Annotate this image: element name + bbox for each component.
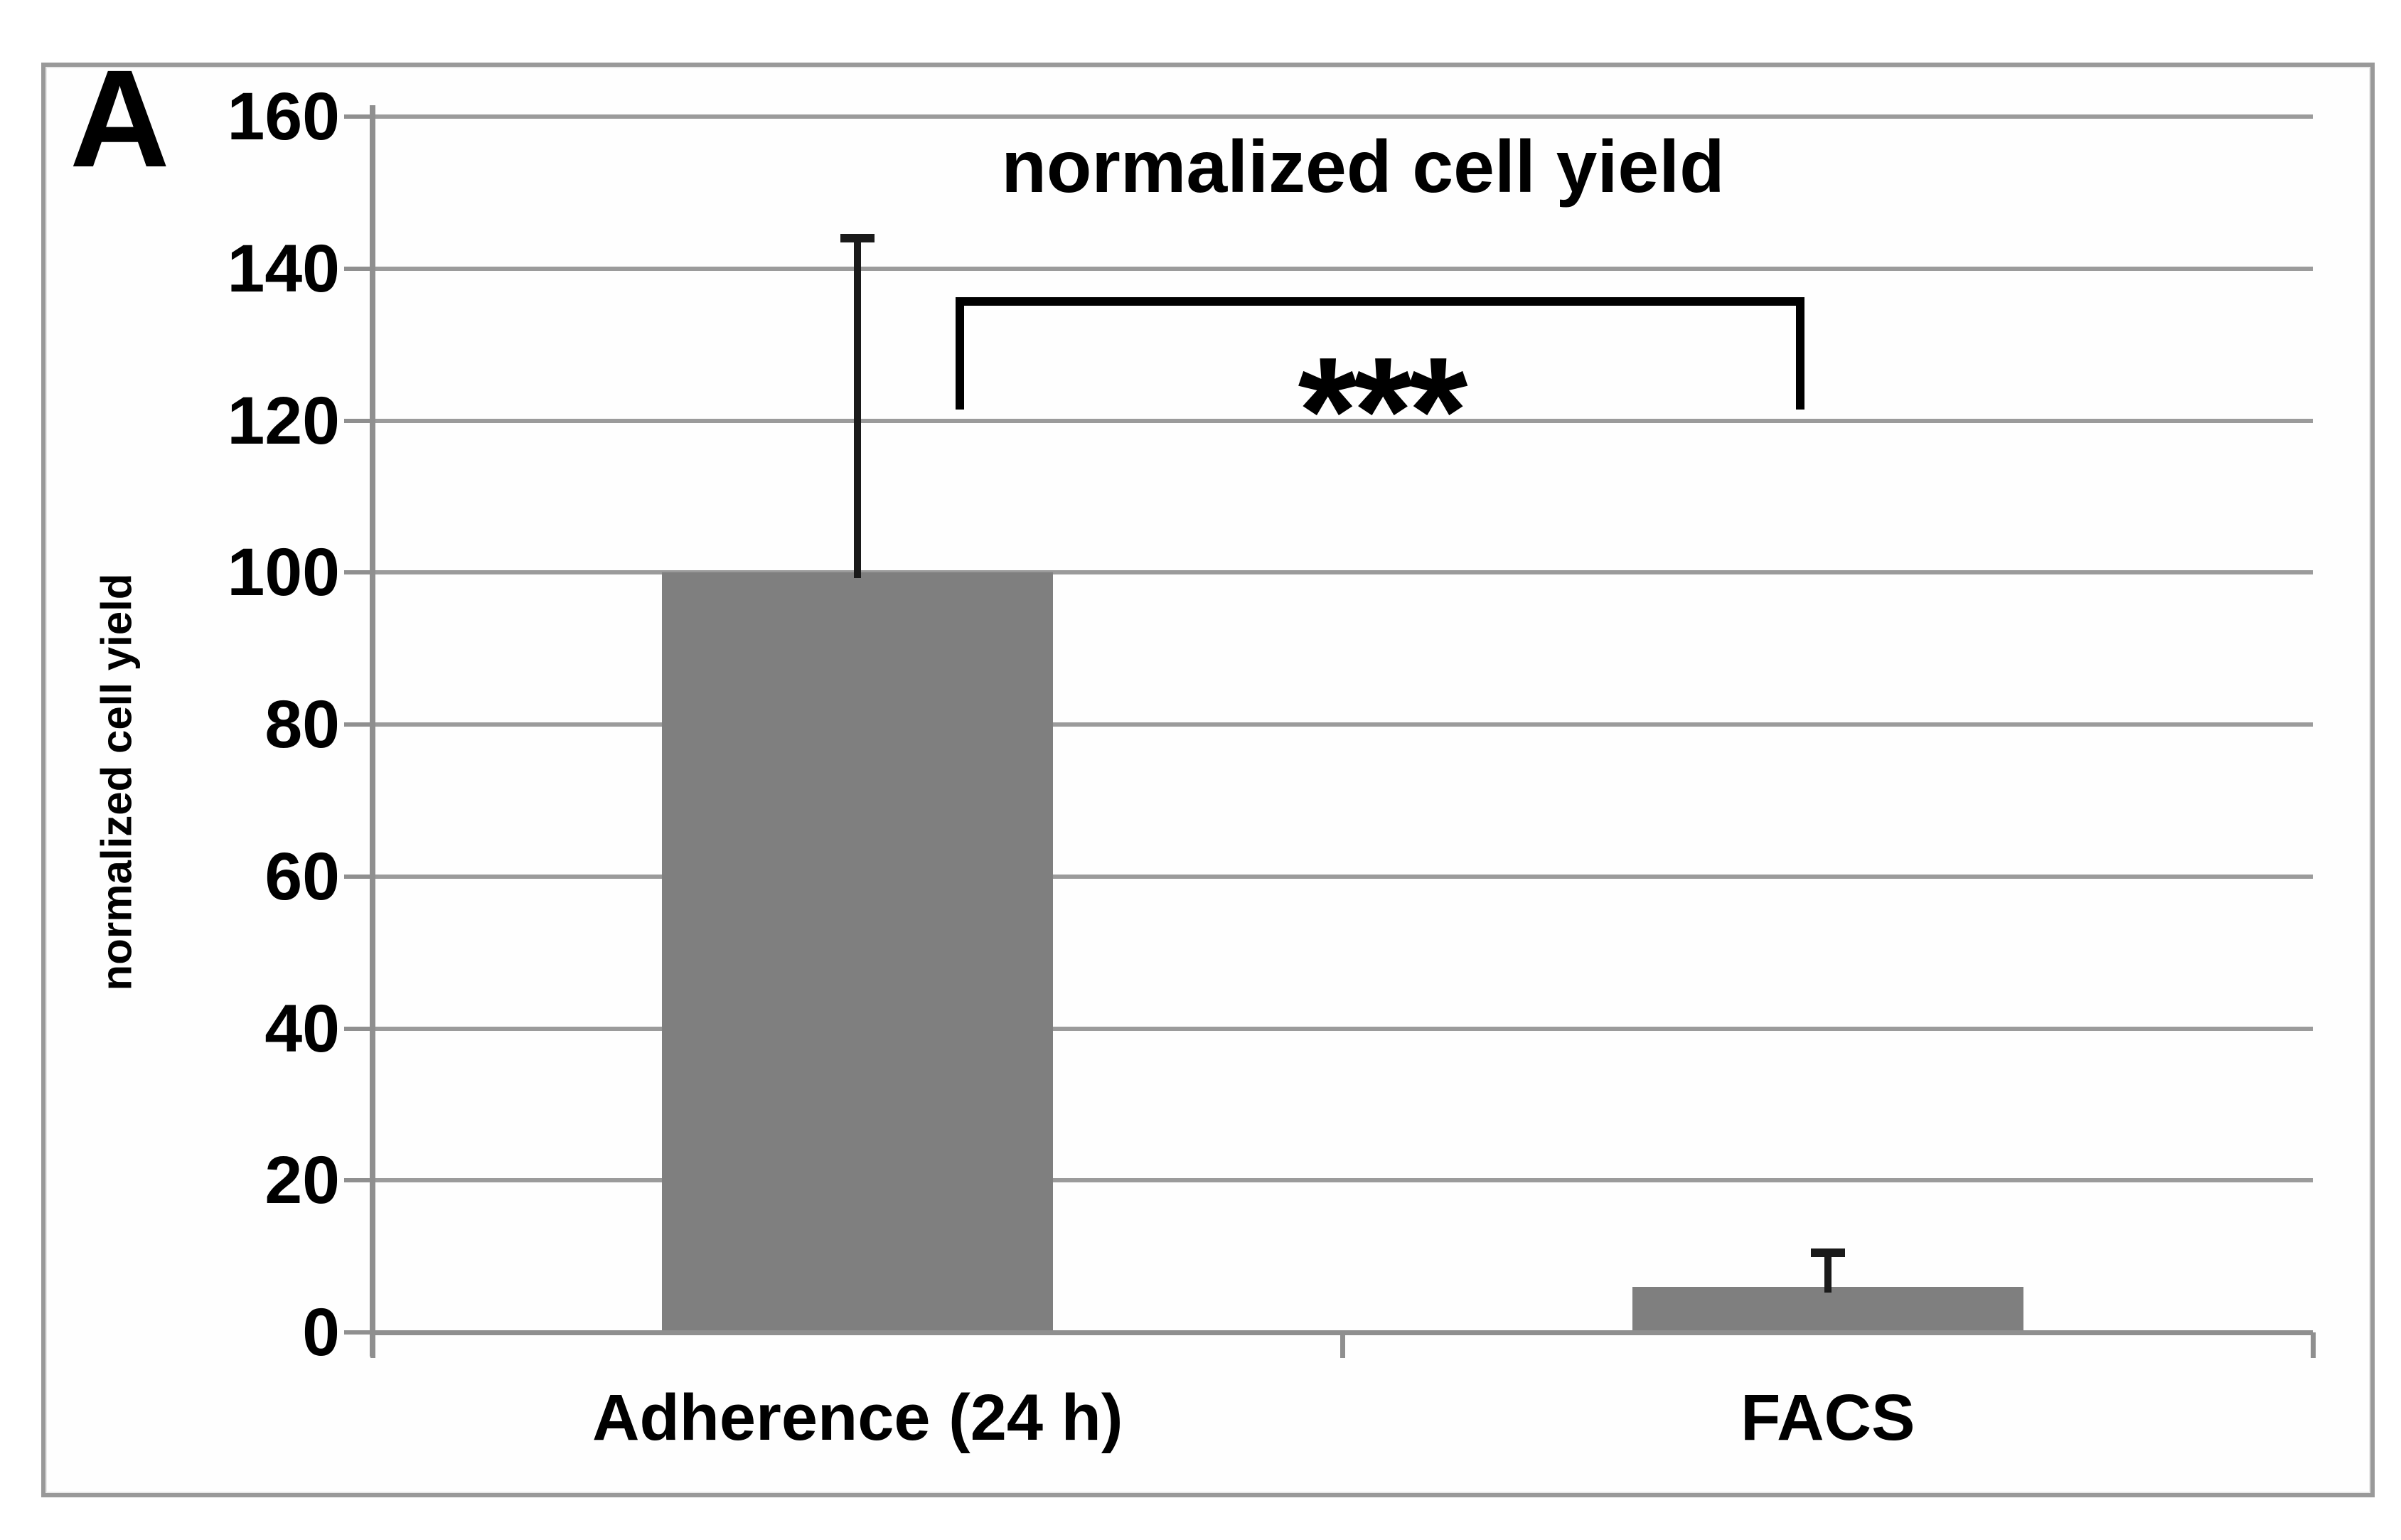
y-tick-label: 60 xyxy=(264,838,340,914)
y-axis-tick xyxy=(344,722,373,727)
chart-frame xyxy=(41,63,2375,1497)
y-axis-tick xyxy=(344,114,373,119)
gridline xyxy=(373,874,2313,879)
y-tick-label: 120 xyxy=(227,383,340,459)
gridline xyxy=(373,114,2313,119)
chart-title: normalized cell yield xyxy=(1001,126,1725,208)
error-bar-cap xyxy=(840,234,875,242)
error-bar-whisker xyxy=(854,238,862,579)
y-axis-tick xyxy=(344,1330,373,1335)
significance-bracket xyxy=(956,297,1804,410)
category-boundary-tick xyxy=(370,1332,375,1358)
gridline xyxy=(373,570,2313,575)
y-axis-tick xyxy=(344,874,373,879)
gridline xyxy=(373,1026,2313,1031)
significance-stars: *** xyxy=(1298,325,1467,496)
y-axis-tick xyxy=(344,266,373,271)
y-tick-label: 40 xyxy=(264,990,340,1066)
gridline xyxy=(373,418,2313,423)
error-bar-cap xyxy=(1810,1248,1845,1257)
bar xyxy=(1632,1286,2023,1332)
y-tick-label: 20 xyxy=(264,1143,340,1219)
y-tick-label: 80 xyxy=(264,687,340,762)
category-boundary-tick xyxy=(1340,1332,1345,1358)
error-bar-whisker xyxy=(1824,1252,1832,1293)
category-label: FACS xyxy=(1740,1381,1915,1454)
y-tick-label: 140 xyxy=(227,230,340,306)
category-label: Adherence (24 h) xyxy=(592,1381,1123,1454)
y-tick-label: 100 xyxy=(227,535,340,611)
gridline xyxy=(373,266,2313,271)
y-tick-label: 160 xyxy=(227,79,340,154)
y-tick-label: 0 xyxy=(302,1295,340,1370)
y-axis-tick xyxy=(344,418,373,423)
bar xyxy=(662,572,1054,1332)
gridline xyxy=(373,1178,2313,1183)
y-axis-tick xyxy=(344,1178,373,1183)
y-axis-tick xyxy=(344,1026,373,1031)
y-axis-tick xyxy=(344,570,373,575)
category-boundary-tick xyxy=(2310,1332,2316,1358)
y-axis-title: normalized cell yield xyxy=(92,573,141,991)
gridline xyxy=(373,722,2313,727)
y-axis-line xyxy=(370,105,375,1357)
panel-label: A xyxy=(70,41,170,196)
